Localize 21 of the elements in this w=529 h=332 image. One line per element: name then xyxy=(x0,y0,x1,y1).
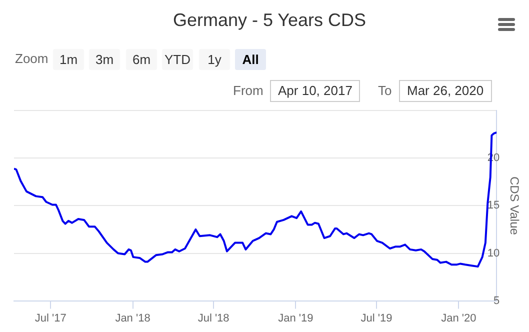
x-tick-label: Jul '18 xyxy=(198,312,230,324)
zoom-button: 1m xyxy=(53,49,84,70)
zoom-button: All xyxy=(235,49,266,70)
date-field: Mar 26, 2020 xyxy=(399,80,492,102)
zoom-button: 1y xyxy=(199,49,230,70)
text: To xyxy=(378,83,392,98)
x-tick-label: Jul '19 xyxy=(360,312,392,324)
zoom-button: 6m xyxy=(126,49,157,70)
y-tick-label: 5 xyxy=(493,294,500,307)
text: From xyxy=(233,83,264,98)
y-axis-title: CDS Value xyxy=(507,176,522,236)
chart-title: Germany - 5 Years CDS xyxy=(172,10,366,30)
date-field: Apr 10, 2017 xyxy=(270,80,360,102)
x-tick-label: Jul '17 xyxy=(34,312,66,324)
x-tick-label: Jan '19 xyxy=(278,312,314,324)
y-tick-label: 10 xyxy=(487,247,500,260)
x-tick-label: Jan '20 xyxy=(441,312,476,324)
text: Zoom xyxy=(15,51,48,66)
zoom-button: YTD xyxy=(162,49,193,70)
x-tick-label: Jan '18 xyxy=(115,312,150,324)
zoom-button: 3m xyxy=(89,49,120,70)
